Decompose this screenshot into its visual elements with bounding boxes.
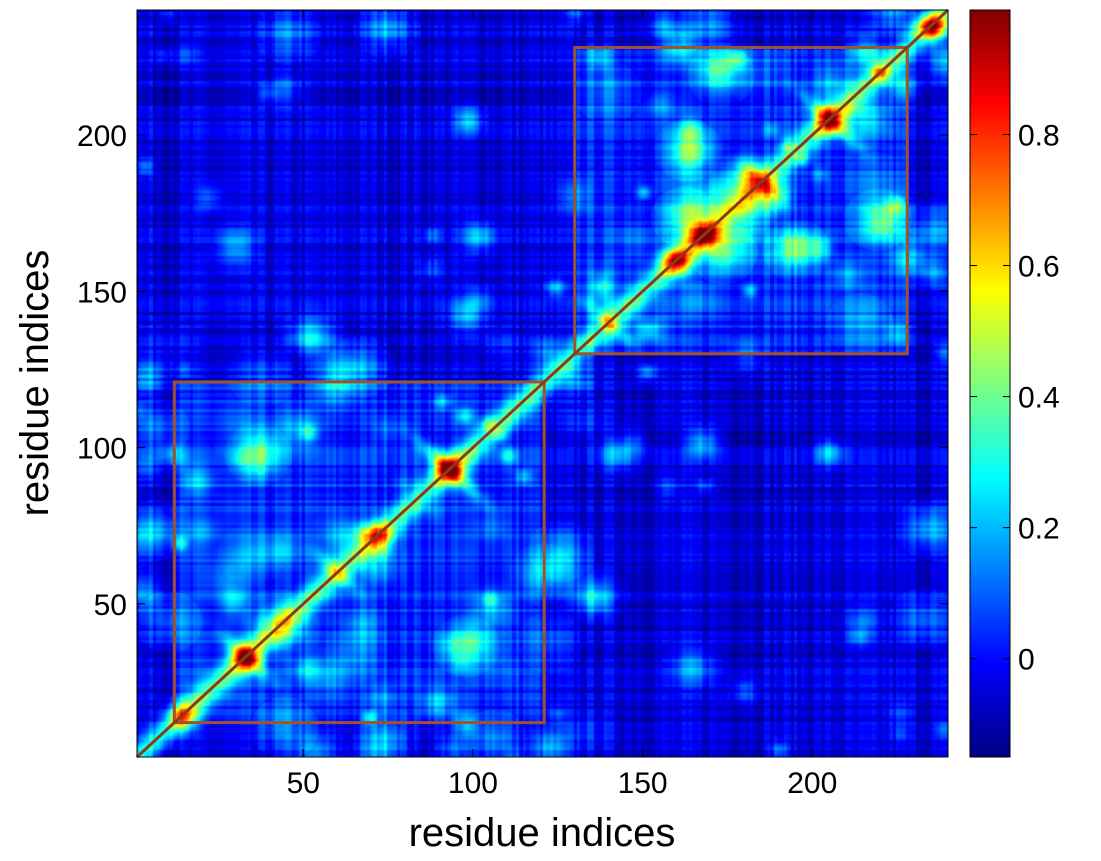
x-tick-label: 50: [287, 767, 320, 800]
x-tick-label: 200: [787, 767, 837, 800]
y-axis-ticks: 50 100 150 200: [77, 120, 948, 622]
colorbar-tick-label: 0.6: [1018, 251, 1060, 284]
domain-box-1: [172, 380, 546, 725]
colorbar-frame: [969, 9, 1011, 758]
y-tick-label: 150: [77, 276, 127, 309]
x-axis-ticks: 50 100 150 200: [287, 10, 837, 800]
colorbar-tick-label: 0.2: [1018, 513, 1060, 546]
colorbar-tick-label: 0.4: [1018, 382, 1060, 415]
y-tick-label: 100: [77, 433, 127, 466]
domain-box-2: [573, 46, 909, 356]
y-tick-label: 200: [77, 120, 127, 153]
colorbar-tick-label: 0: [1018, 644, 1035, 677]
domain-boxes: [172, 46, 909, 725]
y-axis-label: residue indices: [13, 250, 57, 517]
diagonal-line: [135, 8, 950, 759]
colorbar-ticks: 0 0.2 0.4 0.6 0.8: [970, 120, 1060, 677]
x-tick-label: 150: [618, 767, 668, 800]
colorbar-tick-label: 0.8: [1018, 120, 1060, 153]
plot-frame: [136, 9, 949, 758]
diagonal-mark: [135, 8, 950, 759]
x-axis-label: residue indices: [409, 811, 676, 855]
y-tick-label: 50: [94, 589, 127, 622]
x-tick-label: 100: [448, 767, 498, 800]
